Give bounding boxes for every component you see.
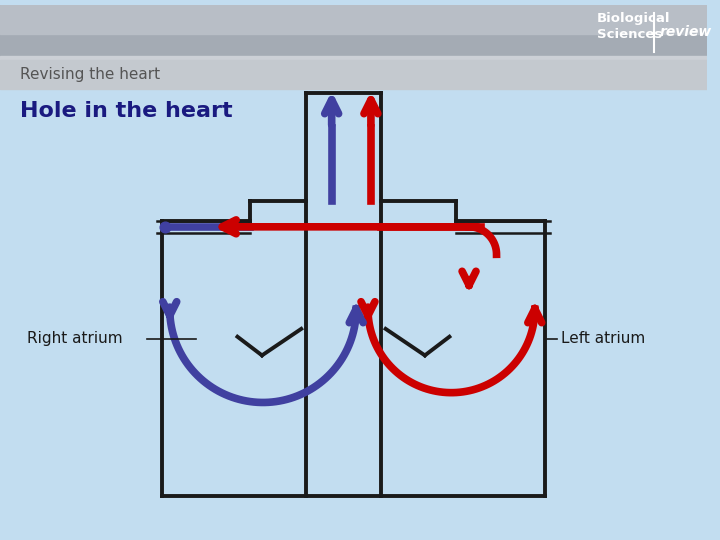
Text: Right atrium: Right atrium bbox=[27, 331, 123, 346]
Text: Biological
Sciences: Biological Sciences bbox=[597, 12, 670, 41]
Bar bbox=[0, 5, 706, 59]
Bar bbox=[0, 56, 706, 60]
Text: Hole in the heart: Hole in the heart bbox=[19, 101, 233, 121]
Bar bbox=[0, 60, 706, 90]
Text: Revising the heart: Revising the heart bbox=[19, 67, 160, 82]
Bar bbox=[0, 5, 706, 35]
Text: review: review bbox=[660, 24, 711, 38]
Text: Left atrium: Left atrium bbox=[562, 331, 646, 346]
